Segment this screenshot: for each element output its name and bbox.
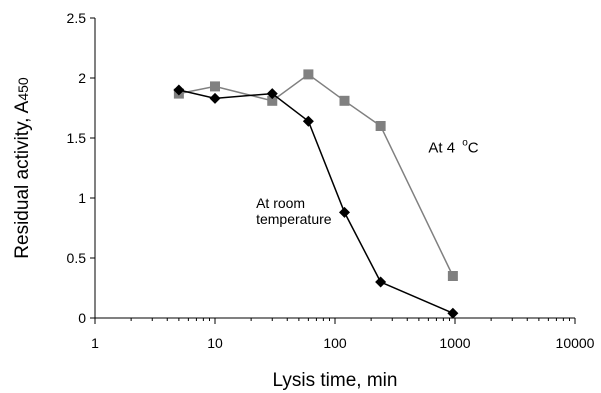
annotation-4c-main: At 4	[428, 139, 459, 156]
x-tick-label: 1	[91, 335, 99, 351]
series-line	[178, 89, 454, 314]
annotation-room-temp-line2: temperature	[256, 211, 332, 227]
y-tick-label: 2	[78, 70, 86, 86]
data-point-diamond	[209, 92, 221, 104]
y-axis-label: Residual activity, A450	[12, 77, 33, 259]
data-point-square	[339, 95, 350, 106]
x-axis-label: Lysis time, min	[273, 370, 398, 391]
annotation-4c: At 4 oC	[428, 137, 478, 156]
data-point-diamond	[266, 88, 278, 100]
data-point-square	[447, 271, 458, 281]
y-axis-label-main: Residual activity, A	[12, 100, 33, 258]
data-point-square	[303, 69, 314, 80]
x-tick-label: 10000	[556, 335, 595, 351]
x-tick-label: 10	[207, 335, 223, 351]
annotation-4c-degree: o	[462, 137, 468, 148]
axes	[94, 18, 575, 319]
series	[173, 69, 459, 319]
data-point-diamond	[375, 276, 387, 288]
x-tick-label: 1000	[439, 335, 470, 351]
ticks: 0 0.5 1 1.5 2 2.5 1 10 100 1000 10000	[67, 10, 595, 351]
y-axis-label-subscript: 450	[15, 77, 31, 101]
y-tick-label: 2.5	[67, 10, 87, 26]
data-point-square	[210, 81, 220, 92]
data-point-diamond	[302, 115, 314, 127]
data-point-square	[375, 121, 386, 131]
data-point-square	[267, 95, 278, 106]
data-point-diamond	[447, 307, 459, 319]
y-tick-label: 1.5	[67, 130, 87, 146]
data-point-diamond	[339, 206, 351, 218]
series-line	[178, 73, 454, 277]
annotation-room-temp-line1: At room	[256, 195, 305, 211]
y-tick-label: 1	[78, 190, 86, 206]
data-point-diamond	[173, 84, 185, 96]
y-tick-label: 0.5	[67, 250, 87, 266]
y-tick-label: 0	[78, 310, 86, 326]
x-tick-label: 100	[323, 335, 347, 351]
annotation-4c-unit: C	[468, 139, 479, 156]
